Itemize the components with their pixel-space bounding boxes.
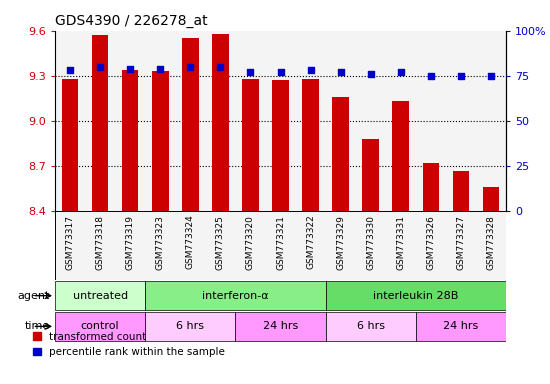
Text: time: time	[24, 321, 50, 331]
Text: GSM773325: GSM773325	[216, 215, 225, 270]
Text: GSM773329: GSM773329	[336, 215, 345, 270]
Bar	[362, 139, 379, 211]
Legend: transformed count, percentile rank within the sample: transformed count, percentile rank withi…	[29, 328, 229, 361]
Point	[126, 66, 135, 72]
Bar	[182, 38, 199, 211]
Point	[65, 67, 74, 73]
Bar	[332, 97, 349, 211]
Point	[156, 66, 164, 72]
Text: untreated: untreated	[73, 291, 128, 301]
Bar	[85, 211, 115, 280]
Bar	[422, 163, 439, 211]
Text: 6 hrs: 6 hrs	[357, 321, 384, 331]
Point	[426, 73, 435, 79]
Text: GSM773330: GSM773330	[366, 215, 375, 270]
Bar	[266, 211, 295, 280]
Bar	[356, 211, 386, 280]
Text: control: control	[81, 321, 119, 331]
Bar	[356, 31, 386, 211]
Text: agent: agent	[17, 291, 50, 301]
Bar	[242, 79, 258, 211]
Text: GSM773324: GSM773324	[186, 215, 195, 270]
Bar	[55, 211, 85, 280]
Bar	[272, 80, 289, 211]
Bar	[175, 31, 205, 211]
Text: GSM773317: GSM773317	[65, 215, 75, 270]
Point	[216, 64, 225, 70]
Bar	[326, 281, 506, 310]
Bar	[55, 31, 85, 211]
Bar	[266, 31, 295, 211]
Bar	[416, 312, 506, 341]
Bar	[152, 71, 168, 211]
Text: GSM773321: GSM773321	[276, 215, 285, 270]
Bar	[145, 312, 235, 341]
Bar	[446, 211, 476, 280]
Point	[397, 69, 405, 75]
Text: 24 hrs: 24 hrs	[263, 321, 298, 331]
Bar	[295, 211, 326, 280]
Point	[336, 69, 345, 75]
Bar	[55, 312, 145, 341]
Point	[487, 73, 496, 79]
Text: GSM773326: GSM773326	[426, 215, 436, 270]
Bar	[302, 79, 319, 211]
Bar	[55, 281, 145, 310]
Bar	[145, 281, 326, 310]
Bar	[476, 211, 506, 280]
Bar	[483, 187, 499, 211]
Bar	[235, 31, 266, 211]
Text: GSM773327: GSM773327	[456, 215, 465, 270]
Bar	[386, 211, 416, 280]
Bar	[235, 211, 266, 280]
Text: interleukin 28B: interleukin 28B	[373, 291, 459, 301]
Bar	[145, 211, 175, 280]
Bar	[416, 211, 446, 280]
Bar	[386, 31, 416, 211]
Point	[456, 73, 465, 79]
Bar	[326, 211, 356, 280]
Bar	[235, 312, 326, 341]
Bar	[476, 31, 506, 211]
Bar	[175, 211, 205, 280]
Point	[246, 69, 255, 75]
Bar	[122, 70, 139, 211]
Text: GSM773322: GSM773322	[306, 215, 315, 270]
Bar	[205, 211, 235, 280]
Bar	[115, 31, 145, 211]
Bar	[92, 35, 108, 211]
Text: 24 hrs: 24 hrs	[443, 321, 478, 331]
Point	[186, 64, 195, 70]
Point	[306, 67, 315, 73]
Bar	[326, 312, 416, 341]
Text: GDS4390 / 226278_at: GDS4390 / 226278_at	[55, 14, 208, 28]
Text: GSM773323: GSM773323	[156, 215, 165, 270]
Text: interferon-α: interferon-α	[202, 291, 269, 301]
Text: GSM773328: GSM773328	[486, 215, 496, 270]
Point	[366, 71, 375, 77]
Bar	[393, 101, 409, 211]
Bar	[145, 31, 175, 211]
Bar	[62, 79, 78, 211]
Bar	[416, 31, 446, 211]
Bar	[115, 211, 145, 280]
Text: GSM773318: GSM773318	[96, 215, 104, 270]
Point	[96, 64, 104, 70]
Text: 6 hrs: 6 hrs	[177, 321, 204, 331]
Bar	[85, 31, 115, 211]
Text: GSM773331: GSM773331	[396, 215, 405, 270]
Bar	[446, 31, 476, 211]
Text: GSM773320: GSM773320	[246, 215, 255, 270]
Bar	[295, 31, 326, 211]
Point	[276, 69, 285, 75]
Bar	[205, 31, 235, 211]
Text: GSM773319: GSM773319	[125, 215, 135, 270]
Bar	[326, 31, 356, 211]
Bar	[453, 170, 469, 211]
Bar	[212, 34, 229, 211]
